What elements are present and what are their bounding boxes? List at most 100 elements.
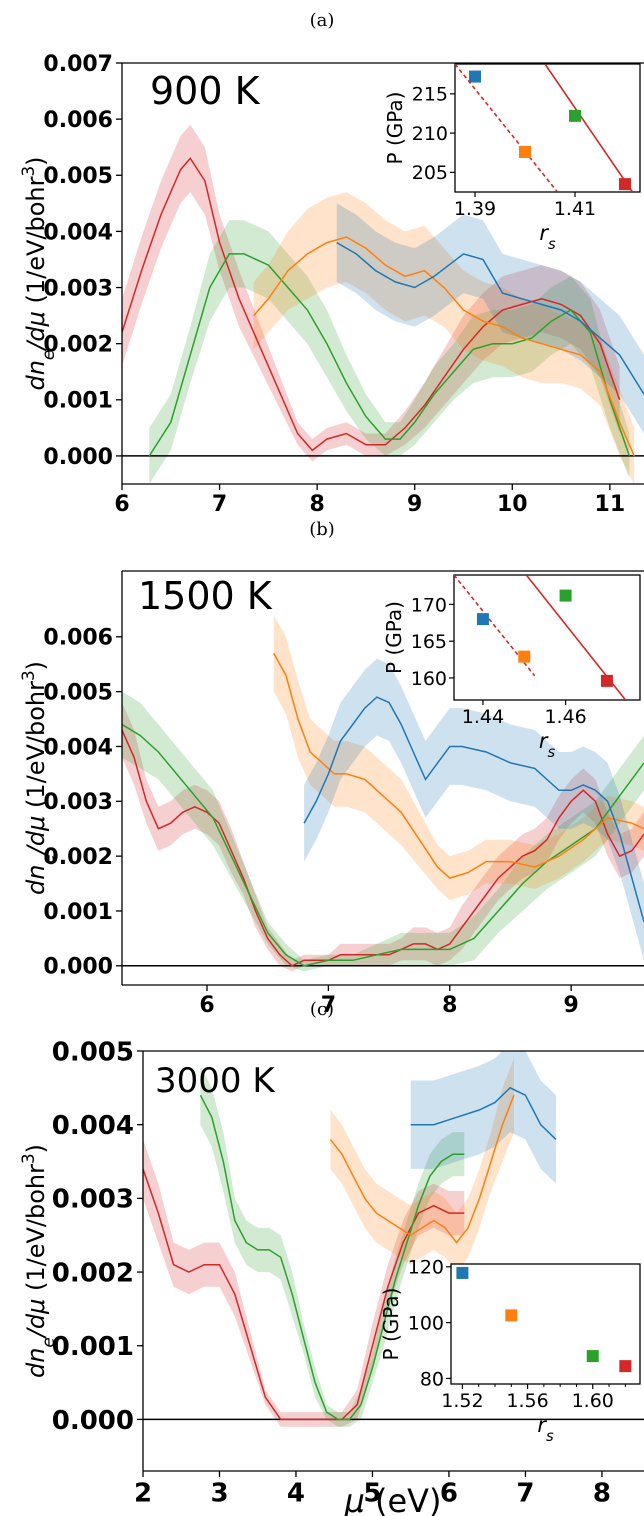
inset-point-2 <box>505 1309 518 1322</box>
inset-x-tick-label: 1.60 <box>572 1390 614 1412</box>
y-tick-label: 0.005 <box>43 681 113 706</box>
x-tick-label: 9 <box>564 993 579 1018</box>
plot-area <box>143 1051 644 1427</box>
x-tick-label: 5 <box>363 1479 381 1509</box>
temperature-label: 1500 K <box>138 574 273 618</box>
svg-text:P (GPa): P (GPa) <box>382 601 406 674</box>
series-band-1 <box>122 124 620 462</box>
x-tick-label: 8 <box>593 1479 611 1509</box>
y-tick-label: 0.002 <box>52 1258 134 1288</box>
y-tick-label: 0.002 <box>43 845 113 870</box>
inset-y-tick-label: 210 <box>412 123 448 145</box>
series-line-3 <box>253 236 635 457</box>
y-axis-label: dne/dμ (1/eV/bohr3) <box>18 661 58 895</box>
inset-x-label: rs <box>537 1413 554 1445</box>
y-tick-label: 0.000 <box>43 955 113 980</box>
y-tick-label: 0.004 <box>52 1111 134 1141</box>
plot-area <box>122 124 644 484</box>
inset-point-3 <box>586 1350 599 1363</box>
y-tick-label: 0.005 <box>43 164 113 189</box>
x-tick-label: 7 <box>212 492 227 517</box>
series-line-4 <box>410 1086 557 1140</box>
inset-frame <box>450 1263 641 1385</box>
svg-text:dne/dμ (1/eV/bohr3): dne/dμ (1/eV/bohr3) <box>18 156 58 390</box>
x-tick-label: 4 <box>287 1479 305 1509</box>
inset-x-tick-label: 1.41 <box>554 198 596 220</box>
inset-x-tick-label: 1.52 <box>441 1390 483 1412</box>
svg-text:P (GPa): P (GPa) <box>383 92 407 165</box>
series-band-3 <box>253 192 635 484</box>
inset-y-tick-label: 80 <box>420 1368 444 1390</box>
series-band-1 <box>143 1139 465 1427</box>
x-tick-label: 8 <box>442 993 457 1018</box>
inset-point-2 <box>519 145 531 158</box>
y-tick-label: 0.003 <box>52 1185 134 1215</box>
plot-area <box>122 614 644 972</box>
y-tick-label: 0.002 <box>43 333 113 358</box>
x-tick-label: 2 <box>134 1479 152 1509</box>
series-band-2 <box>149 220 630 484</box>
inset-x-tick-label: 1.56 <box>506 1390 548 1412</box>
inset-point-1 <box>469 70 481 83</box>
y-tick-label: 0.006 <box>43 108 113 133</box>
inset-y-label: P (GPa) <box>379 1288 403 1361</box>
y-tick-label: 0.006 <box>43 626 113 651</box>
y-tick-label: 0.003 <box>43 790 113 815</box>
y-tick-label: 0.003 <box>43 276 113 301</box>
chart-panel-2: (b) 6 7 8 9 0.000 0.001 0.002 0.003 0.004 0.005 0.0… <box>18 519 644 1018</box>
series-line-4 <box>303 696 644 923</box>
svg-text:dne/dμ (1/eV/bohr3): dne/dμ (1/eV/bohr3) <box>18 661 58 895</box>
inset-y-tick-label: 215 <box>412 84 448 106</box>
y-tick-label: 0.000 <box>52 1406 134 1436</box>
series-line-4 <box>336 241 644 395</box>
series-line-3 <box>273 652 644 879</box>
inset-y-tick-label: 100 <box>408 1312 444 1334</box>
svg-text:dne/dμ (1/eV/bohr3): dne/dμ (1/eV/bohr3) <box>18 1144 58 1378</box>
inset-x-label: rs <box>539 221 556 253</box>
temperature-label: 900 K <box>150 69 261 113</box>
y-axis-label: dne/dμ (1/eV/bohr3) <box>18 156 58 390</box>
inset-point-3 <box>559 589 572 602</box>
y-tick-label: 0.001 <box>43 900 113 925</box>
temperature-label: 3000 K <box>155 1061 276 1101</box>
inset-point-1 <box>456 1266 469 1279</box>
y-tick-label: 0.005 <box>52 1037 134 1067</box>
y-tick-label: 0.001 <box>52 1332 134 1362</box>
series-line-2 <box>148 253 631 457</box>
x-tick-label: 6 <box>114 492 129 517</box>
y-tick-label: 0.000 <box>43 445 113 470</box>
inset-point-4 <box>600 674 613 687</box>
y-tick-label: 0.004 <box>43 220 113 245</box>
series-band-4 <box>304 658 644 961</box>
y-tick-label: 0.007 <box>43 52 113 77</box>
inset-x-label: rs <box>539 729 556 761</box>
y-axis-label: dne/dμ (1/eV/bohr3) <box>18 1144 58 1378</box>
inset-frame <box>454 63 641 193</box>
inset-y-tick-label: 160 <box>411 668 447 690</box>
series-line-2 <box>199 1094 465 1421</box>
series-line-3 <box>329 1094 515 1244</box>
inset-point-4 <box>619 178 631 191</box>
inset-point-1 <box>476 613 489 626</box>
svg-text:P (GPa): P (GPa) <box>379 1288 403 1361</box>
x-tick-label: 6 <box>199 993 214 1018</box>
x-tick-label: 6 <box>440 1479 458 1509</box>
y-tick-label: 0.004 <box>43 735 113 760</box>
x-tick-label: 8 <box>309 492 324 517</box>
chart-panel-3: (c) 2 3 4 5 6 7 8 0.000 0.001 0.002 0.003 0.004 0.005… <box>18 999 644 1516</box>
x-axis-label: μ (eV) <box>343 1482 441 1516</box>
inset-fit-line-2 <box>544 64 634 192</box>
x-tick-label: 3 <box>210 1479 228 1509</box>
series-band-3 <box>330 1058 514 1273</box>
inset-point-3 <box>569 109 581 122</box>
inset-point-4 <box>619 1360 632 1373</box>
panel-label: (a) <box>310 10 335 31</box>
series-band-3 <box>273 614 644 900</box>
inset-y-tick-label: 120 <box>408 1257 444 1279</box>
inset-x-tick-label: 1.39 <box>454 198 496 220</box>
inset-fit-line-1 <box>455 64 559 192</box>
